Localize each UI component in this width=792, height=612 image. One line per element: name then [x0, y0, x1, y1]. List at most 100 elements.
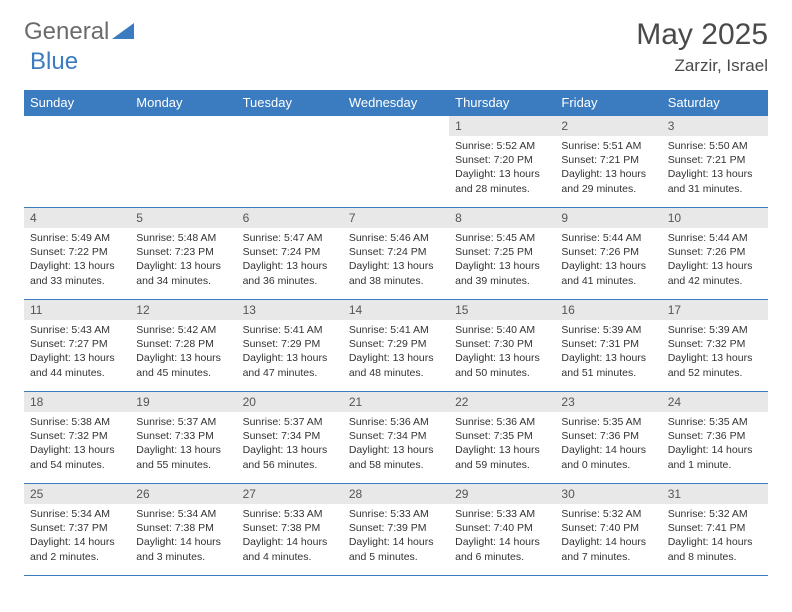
day-number: 20 — [237, 392, 343, 412]
calendar-day-cell: 1Sunrise: 5:52 AMSunset: 7:20 PMDaylight… — [449, 116, 555, 208]
calendar-day-cell: 8Sunrise: 5:45 AMSunset: 7:25 PMDaylight… — [449, 208, 555, 300]
day-detail: Sunrise: 5:52 AMSunset: 7:20 PMDaylight:… — [449, 136, 555, 198]
calendar-day-cell: 28Sunrise: 5:33 AMSunset: 7:39 PMDayligh… — [343, 484, 449, 576]
calendar-day-cell — [24, 116, 130, 208]
weekday-header: Thursday — [449, 90, 555, 116]
logo-triangle-icon — [112, 21, 134, 44]
day-number: 11 — [24, 300, 130, 320]
calendar-day-cell: 24Sunrise: 5:35 AMSunset: 7:36 PMDayligh… — [662, 392, 768, 484]
logo-text-general: General — [24, 18, 109, 46]
calendar-body: 1Sunrise: 5:52 AMSunset: 7:20 PMDaylight… — [24, 116, 768, 576]
day-detail: Sunrise: 5:32 AMSunset: 7:40 PMDaylight:… — [555, 504, 661, 566]
calendar-day-cell: 20Sunrise: 5:37 AMSunset: 7:34 PMDayligh… — [237, 392, 343, 484]
day-number: 10 — [662, 208, 768, 228]
day-detail: Sunrise: 5:35 AMSunset: 7:36 PMDaylight:… — [555, 412, 661, 474]
day-number: 18 — [24, 392, 130, 412]
calendar-week-row: 18Sunrise: 5:38 AMSunset: 7:32 PMDayligh… — [24, 392, 768, 484]
day-number: 31 — [662, 484, 768, 504]
day-number: 14 — [343, 300, 449, 320]
calendar-day-cell: 25Sunrise: 5:34 AMSunset: 7:37 PMDayligh… — [24, 484, 130, 576]
day-detail: Sunrise: 5:39 AMSunset: 7:31 PMDaylight:… — [555, 320, 661, 382]
weekday-header: Wednesday — [343, 90, 449, 116]
day-detail: Sunrise: 5:34 AMSunset: 7:38 PMDaylight:… — [130, 504, 236, 566]
day-detail: Sunrise: 5:37 AMSunset: 7:34 PMDaylight:… — [237, 412, 343, 474]
day-detail: Sunrise: 5:50 AMSunset: 7:21 PMDaylight:… — [662, 136, 768, 198]
day-number: 2 — [555, 116, 661, 136]
day-number: 13 — [237, 300, 343, 320]
day-detail: Sunrise: 5:47 AMSunset: 7:24 PMDaylight:… — [237, 228, 343, 290]
calendar-day-cell: 26Sunrise: 5:34 AMSunset: 7:38 PMDayligh… — [130, 484, 236, 576]
day-detail: Sunrise: 5:46 AMSunset: 7:24 PMDaylight:… — [343, 228, 449, 290]
title-block: May 2025 Zarzir, Israel — [636, 18, 768, 76]
day-detail: Sunrise: 5:37 AMSunset: 7:33 PMDaylight:… — [130, 412, 236, 474]
calendar-week-row: 11Sunrise: 5:43 AMSunset: 7:27 PMDayligh… — [24, 300, 768, 392]
calendar-day-cell: 23Sunrise: 5:35 AMSunset: 7:36 PMDayligh… — [555, 392, 661, 484]
calendar-day-cell: 22Sunrise: 5:36 AMSunset: 7:35 PMDayligh… — [449, 392, 555, 484]
calendar-day-cell: 4Sunrise: 5:49 AMSunset: 7:22 PMDaylight… — [24, 208, 130, 300]
calendar-head: SundayMondayTuesdayWednesdayThursdayFrid… — [24, 90, 768, 116]
day-detail: Sunrise: 5:38 AMSunset: 7:32 PMDaylight:… — [24, 412, 130, 474]
calendar-day-cell: 10Sunrise: 5:44 AMSunset: 7:26 PMDayligh… — [662, 208, 768, 300]
day-detail: Sunrise: 5:36 AMSunset: 7:34 PMDaylight:… — [343, 412, 449, 474]
day-detail: Sunrise: 5:51 AMSunset: 7:21 PMDaylight:… — [555, 136, 661, 198]
calendar-day-cell — [343, 116, 449, 208]
calendar-day-cell: 31Sunrise: 5:32 AMSunset: 7:41 PMDayligh… — [662, 484, 768, 576]
calendar-day-cell: 21Sunrise: 5:36 AMSunset: 7:34 PMDayligh… — [343, 392, 449, 484]
day-number: 9 — [555, 208, 661, 228]
calendar-day-cell: 2Sunrise: 5:51 AMSunset: 7:21 PMDaylight… — [555, 116, 661, 208]
day-detail: Sunrise: 5:40 AMSunset: 7:30 PMDaylight:… — [449, 320, 555, 382]
day-number: 19 — [130, 392, 236, 412]
calendar-day-cell: 16Sunrise: 5:39 AMSunset: 7:31 PMDayligh… — [555, 300, 661, 392]
calendar-day-cell: 29Sunrise: 5:33 AMSunset: 7:40 PMDayligh… — [449, 484, 555, 576]
day-number: 3 — [662, 116, 768, 136]
day-number: 15 — [449, 300, 555, 320]
day-detail: Sunrise: 5:36 AMSunset: 7:35 PMDaylight:… — [449, 412, 555, 474]
day-detail: Sunrise: 5:41 AMSunset: 7:29 PMDaylight:… — [343, 320, 449, 382]
calendar-day-cell — [130, 116, 236, 208]
day-number: 1 — [449, 116, 555, 136]
calendar-week-row: 1Sunrise: 5:52 AMSunset: 7:20 PMDaylight… — [24, 116, 768, 208]
weekday-header: Saturday — [662, 90, 768, 116]
weekday-row: SundayMondayTuesdayWednesdayThursdayFrid… — [24, 90, 768, 116]
day-number: 16 — [555, 300, 661, 320]
day-number: 27 — [237, 484, 343, 504]
day-number: 23 — [555, 392, 661, 412]
day-detail: Sunrise: 5:49 AMSunset: 7:22 PMDaylight:… — [24, 228, 130, 290]
day-number: 22 — [449, 392, 555, 412]
calendar-day-cell: 9Sunrise: 5:44 AMSunset: 7:26 PMDaylight… — [555, 208, 661, 300]
calendar-day-cell: 6Sunrise: 5:47 AMSunset: 7:24 PMDaylight… — [237, 208, 343, 300]
day-detail: Sunrise: 5:33 AMSunset: 7:38 PMDaylight:… — [237, 504, 343, 566]
logo-blue-text-wrap: Blue — [30, 48, 78, 76]
logo: General — [24, 18, 136, 46]
day-detail: Sunrise: 5:48 AMSunset: 7:23 PMDaylight:… — [130, 228, 236, 290]
day-number: 12 — [130, 300, 236, 320]
calendar-day-cell: 7Sunrise: 5:46 AMSunset: 7:24 PMDaylight… — [343, 208, 449, 300]
calendar-day-cell: 15Sunrise: 5:40 AMSunset: 7:30 PMDayligh… — [449, 300, 555, 392]
logo-text-blue: Blue — [30, 48, 78, 75]
calendar-day-cell: 5Sunrise: 5:48 AMSunset: 7:23 PMDaylight… — [130, 208, 236, 300]
day-detail: Sunrise: 5:41 AMSunset: 7:29 PMDaylight:… — [237, 320, 343, 382]
day-detail: Sunrise: 5:39 AMSunset: 7:32 PMDaylight:… — [662, 320, 768, 382]
calendar-day-cell: 17Sunrise: 5:39 AMSunset: 7:32 PMDayligh… — [662, 300, 768, 392]
calendar-day-cell: 14Sunrise: 5:41 AMSunset: 7:29 PMDayligh… — [343, 300, 449, 392]
calendar-day-cell: 13Sunrise: 5:41 AMSunset: 7:29 PMDayligh… — [237, 300, 343, 392]
location-label: Zarzir, Israel — [636, 56, 768, 76]
day-detail: Sunrise: 5:35 AMSunset: 7:36 PMDaylight:… — [662, 412, 768, 474]
month-title: May 2025 — [636, 18, 768, 52]
day-number: 28 — [343, 484, 449, 504]
calendar-day-cell: 3Sunrise: 5:50 AMSunset: 7:21 PMDaylight… — [662, 116, 768, 208]
day-number: 21 — [343, 392, 449, 412]
calendar-day-cell: 19Sunrise: 5:37 AMSunset: 7:33 PMDayligh… — [130, 392, 236, 484]
day-number: 8 — [449, 208, 555, 228]
day-detail: Sunrise: 5:33 AMSunset: 7:40 PMDaylight:… — [449, 504, 555, 566]
weekday-header: Tuesday — [237, 90, 343, 116]
header: General May 2025 Zarzir, Israel — [0, 0, 792, 84]
weekday-header: Sunday — [24, 90, 130, 116]
day-number: 26 — [130, 484, 236, 504]
calendar-table: SundayMondayTuesdayWednesdayThursdayFrid… — [24, 90, 768, 576]
day-detail: Sunrise: 5:33 AMSunset: 7:39 PMDaylight:… — [343, 504, 449, 566]
day-number: 30 — [555, 484, 661, 504]
day-number: 25 — [24, 484, 130, 504]
calendar-week-row: 4Sunrise: 5:49 AMSunset: 7:22 PMDaylight… — [24, 208, 768, 300]
day-number: 4 — [24, 208, 130, 228]
